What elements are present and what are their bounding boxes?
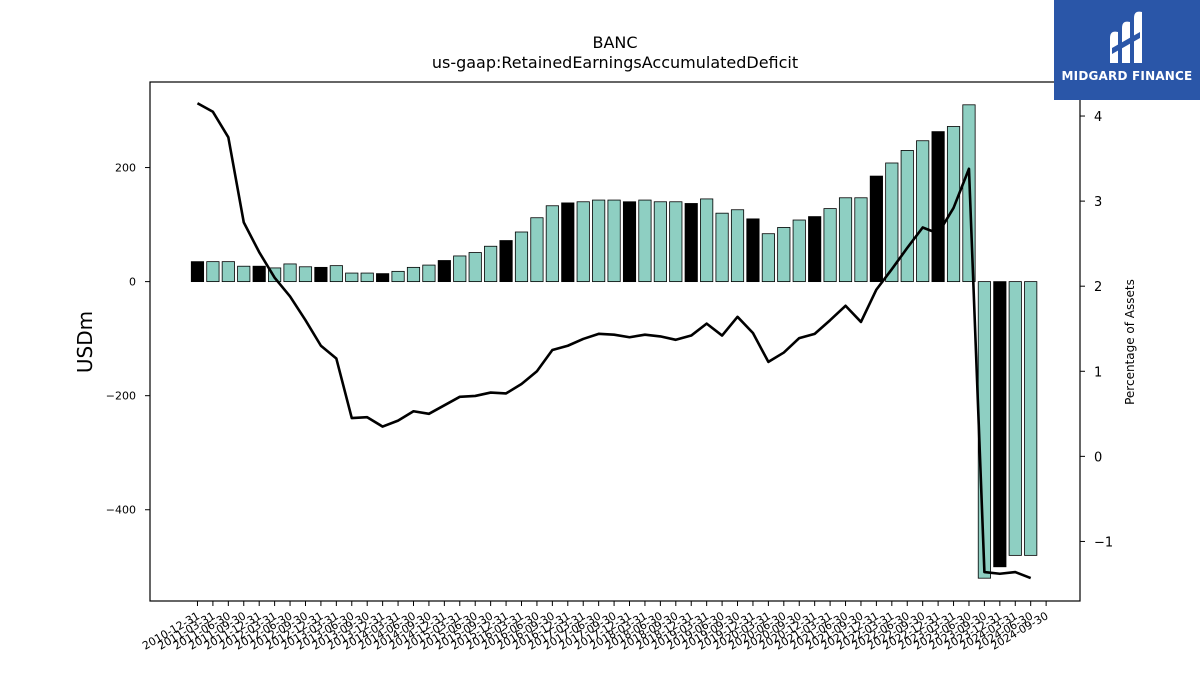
bar	[360, 272, 374, 283]
bar	[499, 240, 513, 283]
y2-axis-label: Percentage of Assets	[1123, 279, 1137, 405]
bar	[298, 266, 313, 283]
bar	[576, 201, 590, 283]
y-axis-right: −1 0 1 2 3 4	[1080, 110, 1113, 550]
bar	[283, 263, 297, 283]
bar	[252, 265, 266, 283]
y-tick-label: 0	[129, 276, 136, 289]
y2-tick-label: 3	[1094, 195, 1102, 210]
y2-tick-label: 0	[1094, 450, 1102, 465]
bar	[592, 199, 606, 283]
bar	[237, 265, 251, 283]
percentage-line	[196, 102, 1032, 580]
y-axis-label: USDm	[73, 311, 97, 373]
bar	[607, 199, 621, 283]
bar	[746, 218, 760, 283]
chart-title: BANC	[592, 33, 637, 52]
chart-subtitle: us-gaap:RetainedEarningsAccumulatedDefic…	[432, 53, 798, 72]
bar	[468, 252, 482, 283]
bar	[484, 245, 498, 283]
bar	[916, 140, 930, 283]
bar	[808, 216, 822, 283]
y2-tick-label: 4	[1094, 110, 1102, 125]
y-tick-label: −400	[106, 504, 136, 517]
bar	[1024, 281, 1038, 556]
bar	[730, 209, 745, 283]
plot-frame	[149, 81, 1081, 602]
y2-tick-label: 2	[1094, 280, 1102, 295]
bar	[669, 201, 683, 283]
bar	[561, 202, 575, 283]
bar	[885, 162, 899, 283]
bar	[329, 265, 343, 283]
bar	[622, 201, 637, 283]
bar	[422, 264, 436, 283]
bar	[314, 266, 328, 283]
y2-tick-label: 1	[1094, 365, 1102, 380]
bar	[453, 255, 467, 283]
bar	[854, 197, 868, 283]
bar	[391, 270, 405, 283]
bar	[993, 281, 1007, 568]
y2-tick-label: −1	[1094, 535, 1113, 550]
y-axis-left: −400 −200 0 200	[106, 162, 150, 517]
logo-mark-icon	[1110, 11, 1142, 64]
bar	[792, 219, 806, 283]
y-tick-label: 200	[115, 162, 136, 175]
bar	[700, 198, 714, 283]
bar	[838, 197, 853, 283]
brand-name: MIDGARD FINANCE	[1061, 69, 1193, 83]
brand-logo: MIDGARD FINANCE	[1054, 0, 1200, 100]
bar	[406, 266, 421, 283]
bar	[946, 126, 961, 283]
y-tick-label: −200	[106, 390, 136, 403]
bar	[715, 212, 729, 283]
bar	[931, 131, 945, 283]
bar	[221, 261, 235, 283]
x-axis: 2010-12-312011-03-312011-06-302011-09-30…	[140, 601, 1051, 653]
bar	[869, 175, 883, 283]
bar	[638, 199, 652, 283]
bar	[761, 233, 775, 283]
bars-group	[190, 104, 1038, 579]
bar	[437, 260, 451, 283]
bar	[823, 208, 837, 283]
bar	[530, 217, 544, 283]
bar	[653, 201, 667, 283]
bar	[376, 273, 390, 283]
bar	[777, 227, 791, 283]
bar	[345, 272, 359, 283]
bar	[545, 205, 559, 283]
line-group	[196, 102, 1032, 580]
bar	[900, 150, 914, 283]
bar	[190, 261, 205, 283]
bar	[684, 203, 698, 283]
bar	[514, 231, 529, 283]
bar	[1008, 281, 1022, 556]
bar	[206, 261, 220, 283]
